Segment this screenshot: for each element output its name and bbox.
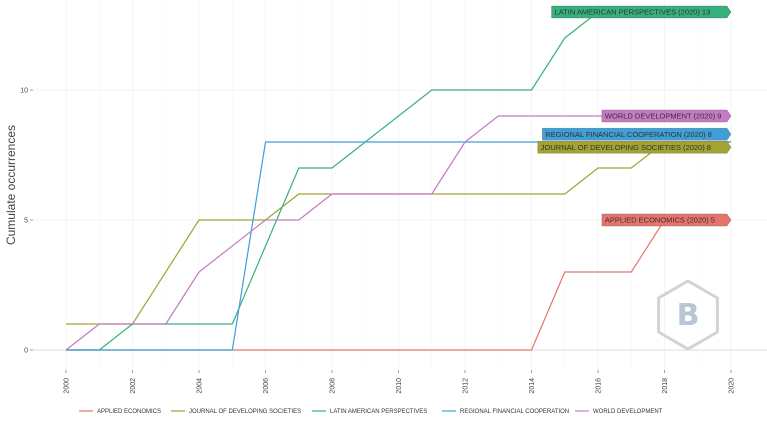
end-label-box (601, 109, 732, 123)
legend-item-label: LATIN AMERICAN PERSPECTIVES (330, 409, 427, 415)
legend: APPLIED ECONOMICS JOURNAL OF DEVELOPING S… (79, 409, 663, 415)
end-label-text: LATIN AMERICAN PERSPECTIVES (2020) 13 (555, 8, 711, 17)
end-label-box (537, 141, 732, 154)
x-tick-label: 2018 (662, 378, 669, 394)
y-tick-label: 0 (24, 348, 28, 355)
series-line (66, 141, 731, 351)
y-axis-label: Cumulate occurrences (4, 125, 18, 245)
legend-item-label: REGIONAL FINANCIAL COOPERATION (460, 409, 569, 415)
legend-item-label: APPLIED ECONOMICS (97, 409, 161, 415)
end-label-text: JOURNAL OF DEVELOPING SOCIETIES (2020) 8 (541, 143, 711, 152)
end-label-box (601, 213, 732, 227)
axes: 2000 2002 2004 2006 2008 2010 2012 2014 2016 2018… (20, 88, 735, 394)
x-tick-label: 2010 (396, 378, 403, 394)
legend-item-label: WORLD DEVELOPMENT (593, 409, 663, 415)
series-line (65, 115, 731, 351)
x-tick-label: 2008 (330, 378, 337, 394)
x-tick-label: 2004 (197, 378, 204, 394)
end-label-text: REGIONAL FINANCIAL COOPERATION (2020) 8 (545, 130, 711, 139)
end-label-box (542, 128, 732, 141)
x-tick-label: 2012 (463, 378, 470, 394)
y-tick-label: 10 (20, 88, 28, 95)
legend-item-label: JOURNAL OF DEVELOPING SOCIETIES (189, 409, 301, 415)
x-tick-label: 2000 (64, 378, 71, 394)
logo-hexagon-shape (657, 279, 719, 351)
plot-background (33, 0, 767, 370)
x-tick-label: 2014 (529, 378, 536, 394)
logo-watermark-letter: B (677, 298, 700, 333)
series-line (66, 11, 731, 351)
end-label-text: APPLIED ECONOMICS (2020) 5 (605, 216, 715, 225)
x-tick-label: 2020 (729, 378, 736, 394)
series-lines (65, 11, 731, 351)
y-tick-label: 5 (24, 218, 28, 225)
x-tick-label: 2006 (263, 378, 270, 394)
watermark: B (657, 279, 719, 351)
end-label-text: WORLD DEVELOPMENT (2020) 9 (605, 112, 722, 121)
x-tick-label: 2016 (596, 378, 603, 394)
end-label-box (551, 5, 732, 19)
x-tick-label: 2002 (130, 378, 137, 394)
series-line (66, 141, 731, 325)
end-labels: APPLIED ECONOMICS (2020) 5 JOURNAL OF DEV… (537, 5, 732, 227)
